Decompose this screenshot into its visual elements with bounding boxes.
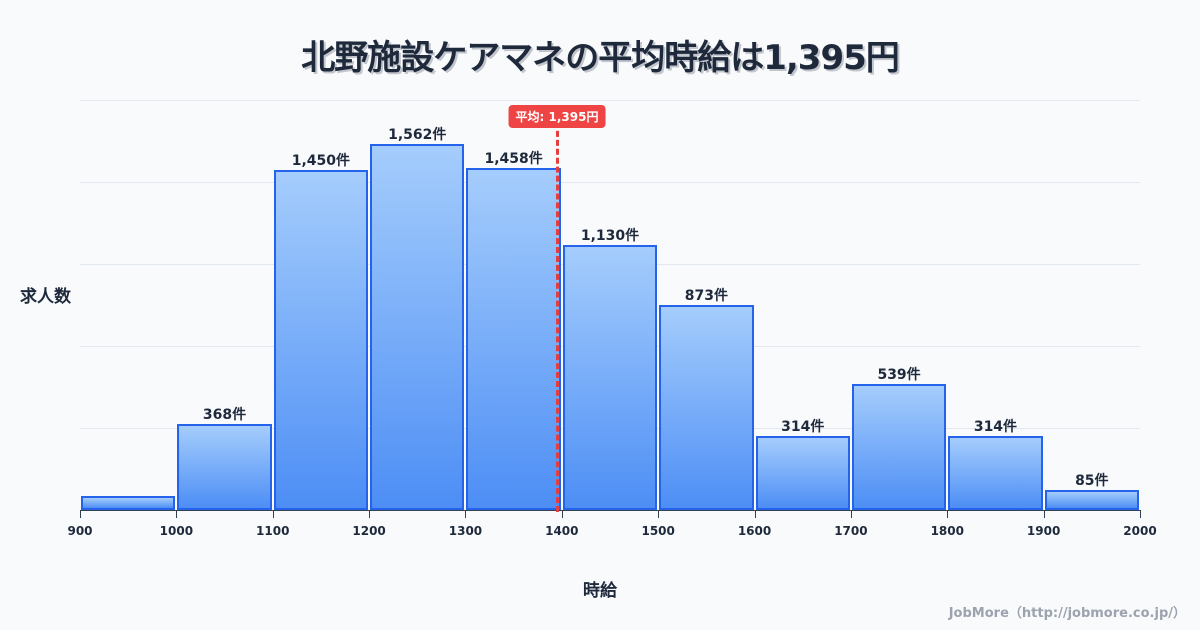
- gridline: [80, 100, 1140, 101]
- bar-value-label: 1,562件: [388, 127, 447, 144]
- x-tick-label: 1700: [834, 524, 868, 538]
- histogram-bar: [755, 436, 850, 510]
- bar-value-label: 539件: [877, 366, 921, 383]
- bar-value-label: 314件: [973, 419, 1018, 436]
- histogram-bar: [851, 383, 947, 510]
- x-tick-label: 1400: [545, 524, 579, 538]
- x-tick: [947, 510, 949, 518]
- x-tick-label: 1100: [256, 524, 290, 538]
- histogram-bar: [81, 495, 176, 510]
- x-tick-label: 1800: [930, 524, 964, 538]
- x-tick-label: 1300: [448, 524, 483, 538]
- x-tick-label: 1900: [1026, 524, 1061, 538]
- x-tick: [176, 510, 178, 518]
- x-tick: [754, 510, 756, 518]
- x-tick-label: 1200: [352, 524, 386, 538]
- histogram-bar: [562, 245, 658, 510]
- x-tick: [1140, 510, 1141, 518]
- x-tick-label: 900: [67, 524, 93, 538]
- y-axis-label: 求人数: [20, 287, 71, 307]
- x-tick: [850, 510, 852, 518]
- histogram-bar: [948, 436, 1043, 510]
- histogram-bar: [273, 170, 369, 510]
- x-tick: [561, 510, 563, 518]
- bar-value-label: 314件: [781, 419, 825, 436]
- mean-badge: 平均: 1,395円: [508, 105, 606, 128]
- chart-title: 北野施設ケアマネの平均時給は1,395円: [301, 38, 900, 78]
- histogram-bar: [466, 168, 561, 510]
- x-tick: [80, 510, 81, 518]
- x-tick-label: 1500: [641, 524, 675, 538]
- bar-value-label: 85件: [1075, 473, 1109, 490]
- bar-value-label: 368件: [202, 406, 247, 423]
- bar-value-label: 873件: [684, 288, 728, 305]
- x-tick-label: 2000: [1123, 524, 1157, 538]
- histogram-bar: [1044, 490, 1139, 510]
- histogram-bar: [370, 144, 465, 510]
- bar-value-label: 1,130件: [580, 228, 640, 245]
- source-credit: JobMore（http://jobmore.co.jp/）: [948, 606, 1186, 621]
- x-tick-label: 1000: [159, 524, 194, 538]
- x-tick-label: 1600: [737, 524, 772, 538]
- x-axis-line: [80, 510, 1140, 511]
- x-axis-label: 時給: [583, 581, 617, 601]
- bar-value-label: 1,458件: [484, 151, 543, 168]
- x-tick: [465, 510, 467, 518]
- x-tick: [369, 510, 371, 518]
- x-tick: [272, 510, 274, 518]
- mean-line: [556, 122, 559, 512]
- histogram-bar: [177, 423, 272, 510]
- histogram-plot: 368件 1,450件 1,562件 1,458件 1,130件 873件 314件 539件…: [67, 100, 1157, 538]
- x-tick: [658, 510, 660, 518]
- histogram-bar: [659, 305, 754, 510]
- gridline: [80, 182, 1140, 183]
- x-tick: [1043, 510, 1045, 518]
- bar-value-label: 1,450件: [291, 153, 351, 170]
